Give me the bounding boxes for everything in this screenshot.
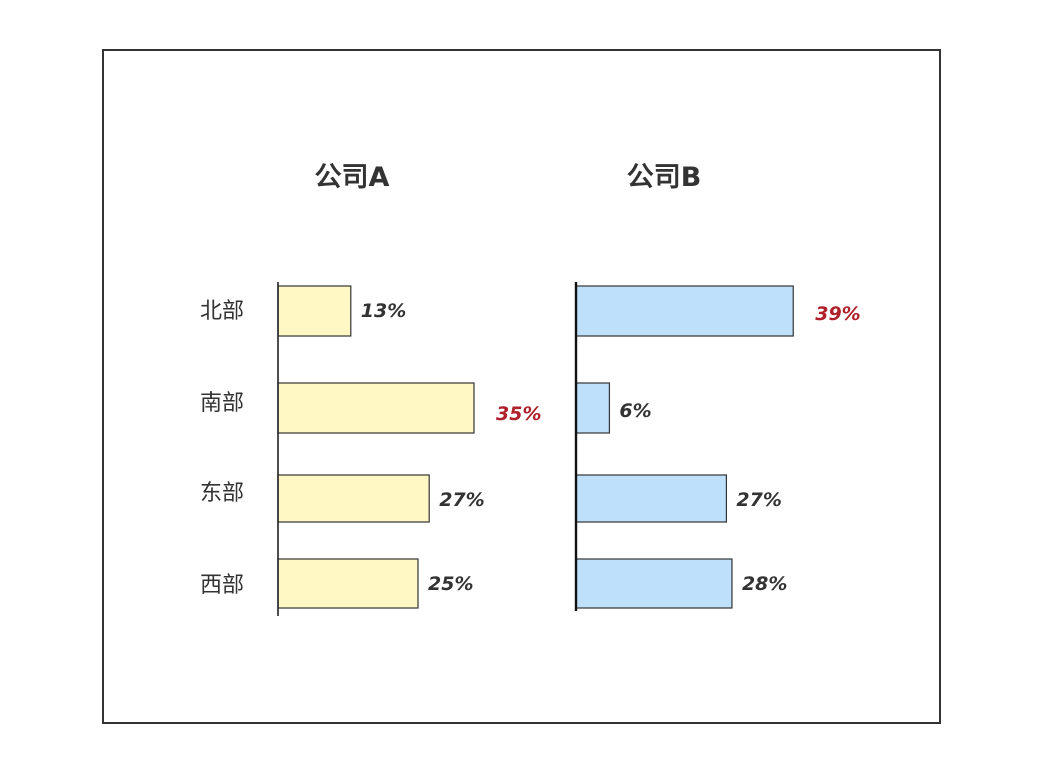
category-label-south: 南部 [200,391,244,416]
value-label-a-north: 13% [361,300,406,322]
bar-b-east [575,474,727,523]
value-label-a-south: 35% [496,403,541,425]
bar-a-east [277,474,430,523]
bar-a-south [277,382,475,434]
panel-a-title: 公司A [315,162,390,193]
bar-a-north [277,285,352,337]
value-label-b-north: 39% [815,303,860,325]
bar-a-west [277,558,419,609]
bar-b-west [575,558,733,609]
category-label-north: 北部 [200,299,244,324]
value-label-b-south: 6% [619,400,651,422]
panel-b-title: 公司B [627,162,702,193]
bar-b-south [575,382,611,434]
value-label-b-east: 27% [736,489,781,511]
value-label-a-west: 25% [428,573,473,595]
value-label-b-west: 28% [742,573,787,595]
chart-frame [102,49,941,724]
bar-b-north [575,285,794,337]
category-label-west: 西部 [200,573,244,598]
category-label-east: 东部 [200,481,244,506]
value-label-a-east: 27% [439,489,484,511]
